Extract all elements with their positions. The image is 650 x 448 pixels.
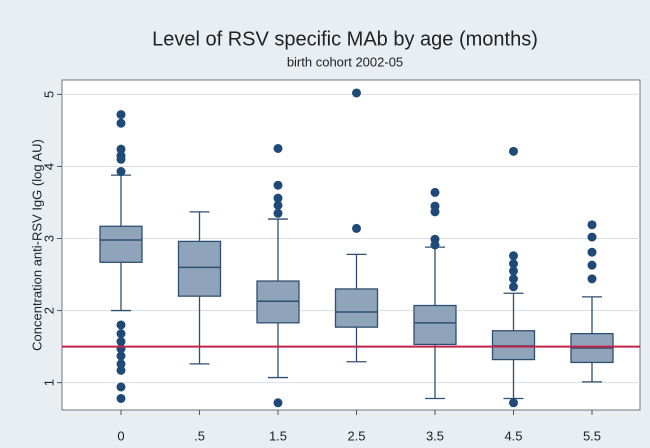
outlier bbox=[116, 144, 126, 154]
outlier bbox=[509, 274, 518, 284]
outlier bbox=[116, 351, 126, 361]
outlier bbox=[116, 337, 126, 347]
plot-area bbox=[61, 79, 641, 411]
outlier bbox=[273, 398, 283, 408]
outlier bbox=[116, 154, 126, 164]
y-tick-label: 5 bbox=[41, 91, 56, 98]
outlier bbox=[430, 187, 440, 197]
outlier bbox=[116, 118, 126, 128]
outlier bbox=[509, 282, 518, 292]
outlier bbox=[116, 320, 126, 330]
outlier bbox=[587, 274, 597, 284]
outlier bbox=[116, 359, 126, 369]
outlier bbox=[116, 167, 126, 177]
y-tick-label: 4 bbox=[41, 163, 56, 170]
outlier bbox=[587, 220, 597, 230]
outlier bbox=[587, 260, 597, 270]
chart-title: Level of RSV specific MAb by age (months… bbox=[152, 28, 538, 50]
x-tick-label: 0 bbox=[117, 428, 124, 443]
y-tick-label: 3 bbox=[41, 235, 56, 242]
outlier bbox=[587, 232, 597, 242]
box bbox=[413, 304, 457, 346]
box bbox=[177, 240, 222, 297]
outlier bbox=[273, 200, 283, 210]
x-tick-label: .5 bbox=[194, 428, 205, 443]
outlier bbox=[273, 193, 283, 203]
outlier bbox=[273, 208, 283, 218]
chart-subtitle: birth cohort 2002-05 bbox=[287, 54, 403, 69]
outlier bbox=[116, 393, 126, 403]
outlier bbox=[430, 207, 440, 217]
outlier bbox=[509, 398, 518, 408]
outlier bbox=[352, 223, 361, 233]
outlier bbox=[587, 247, 597, 257]
outlier bbox=[116, 382, 126, 392]
outlier bbox=[509, 266, 518, 276]
outlier bbox=[509, 146, 518, 156]
outlier bbox=[273, 180, 283, 190]
outlier bbox=[352, 88, 361, 98]
y-tick-label: 2 bbox=[41, 307, 56, 314]
x-tick-label: 5.5 bbox=[583, 428, 601, 443]
outlier bbox=[116, 110, 126, 120]
x-tick-label: 2.5 bbox=[347, 428, 365, 443]
x-tick-label: 3.5 bbox=[426, 428, 444, 443]
box bbox=[334, 288, 379, 328]
x-tick-label: 1.5 bbox=[269, 428, 287, 443]
box bbox=[99, 225, 143, 263]
outlier bbox=[116, 365, 126, 375]
x-tick-label: 4.5 bbox=[504, 428, 522, 443]
outlier bbox=[509, 259, 518, 269]
y-axis-label: Concentration anti-RSV IgG (log AU) bbox=[29, 139, 44, 351]
outlier bbox=[509, 251, 518, 261]
outlier bbox=[116, 329, 126, 339]
y-tick-label: 1 bbox=[41, 379, 56, 386]
outlier bbox=[430, 240, 440, 250]
outlier bbox=[273, 143, 283, 153]
